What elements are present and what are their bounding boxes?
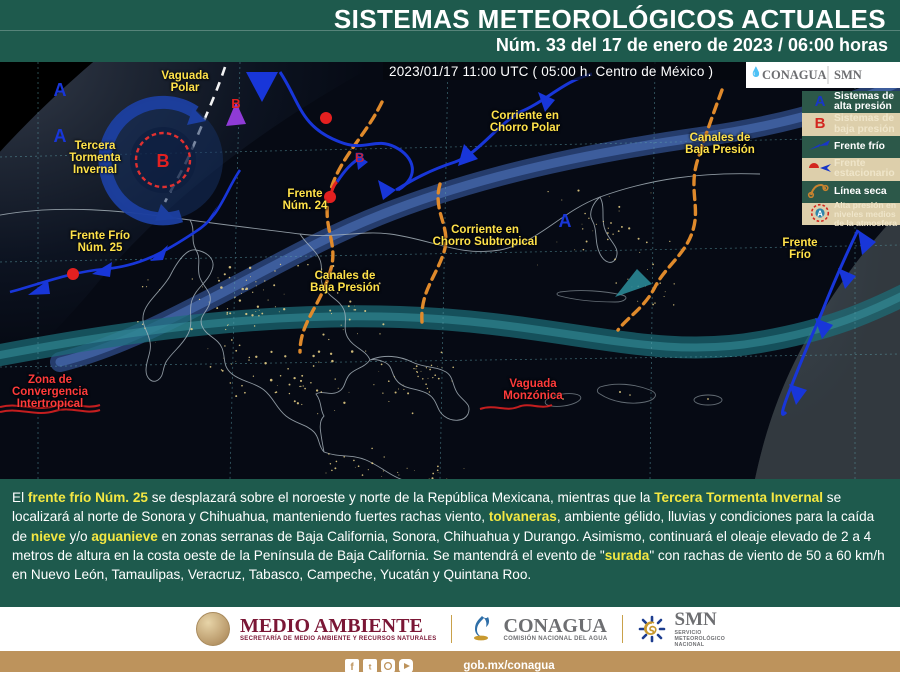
svg-text:B: B [231, 96, 240, 111]
svg-text:B: B [355, 150, 364, 165]
svg-text:💧: 💧 [750, 66, 762, 78]
svg-text:t: t [369, 662, 372, 672]
svg-text:CONAGUA: CONAGUA [762, 68, 827, 82]
svg-text:A: A [815, 93, 826, 109]
svg-text:SMN: SMN [834, 68, 862, 82]
svg-text:A: A [817, 209, 823, 218]
svg-text:A: A [54, 80, 67, 100]
svg-text:B: B [157, 151, 170, 171]
svg-text:B: B [815, 115, 826, 131]
